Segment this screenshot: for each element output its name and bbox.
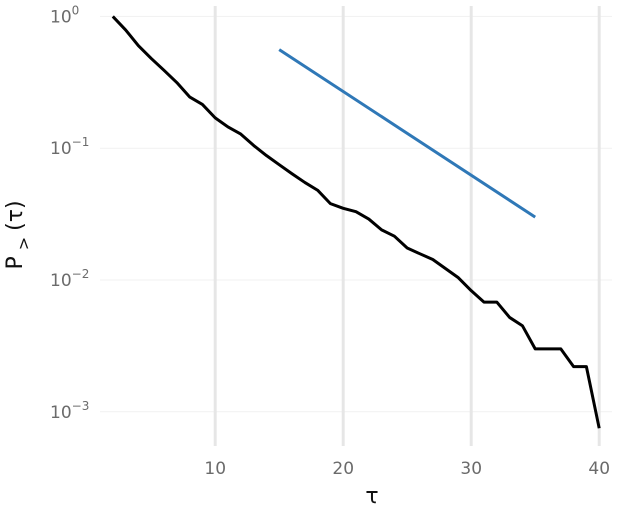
y-axis-title: P > (τ) <box>3 200 33 269</box>
x-tick-label-2: 30 <box>460 459 482 479</box>
y-tick-base-2: 10 <box>50 271 72 291</box>
y-axis-title-arg: (τ) <box>3 200 28 230</box>
x-tick-label-0: 10 <box>204 459 226 479</box>
y-tick-label-3: 10−3 <box>50 399 89 423</box>
y-tick-base-0: 10 <box>50 7 72 27</box>
y-tick-base-1: 10 <box>50 139 72 159</box>
y-axis-title-sub: > <box>14 237 33 250</box>
series-line-1 <box>278 48 537 219</box>
series-layer <box>111 15 601 429</box>
y-tick-exp-2: −2 <box>72 267 90 281</box>
x-axis-title: τ <box>365 484 378 509</box>
y-tick-label-2: 10−2 <box>50 267 89 291</box>
y-tick-label-1: 10−1 <box>50 135 89 159</box>
grid <box>100 6 612 446</box>
x-tick-label-1: 20 <box>332 459 354 479</box>
y-axis-title-main: P <box>3 256 28 269</box>
y-tick-exp-1: −1 <box>72 135 90 149</box>
y-tick-exp-3: −3 <box>72 399 90 413</box>
y-tick-exp-0: 0 <box>72 3 80 17</box>
x-tick-labels: 10 20 30 40 <box>204 459 610 479</box>
y-tick-base-3: 10 <box>50 403 72 423</box>
series-line-0 <box>111 15 601 429</box>
x-tick-label-3: 40 <box>588 459 610 479</box>
y-tick-label-0: 100 <box>50 3 79 27</box>
